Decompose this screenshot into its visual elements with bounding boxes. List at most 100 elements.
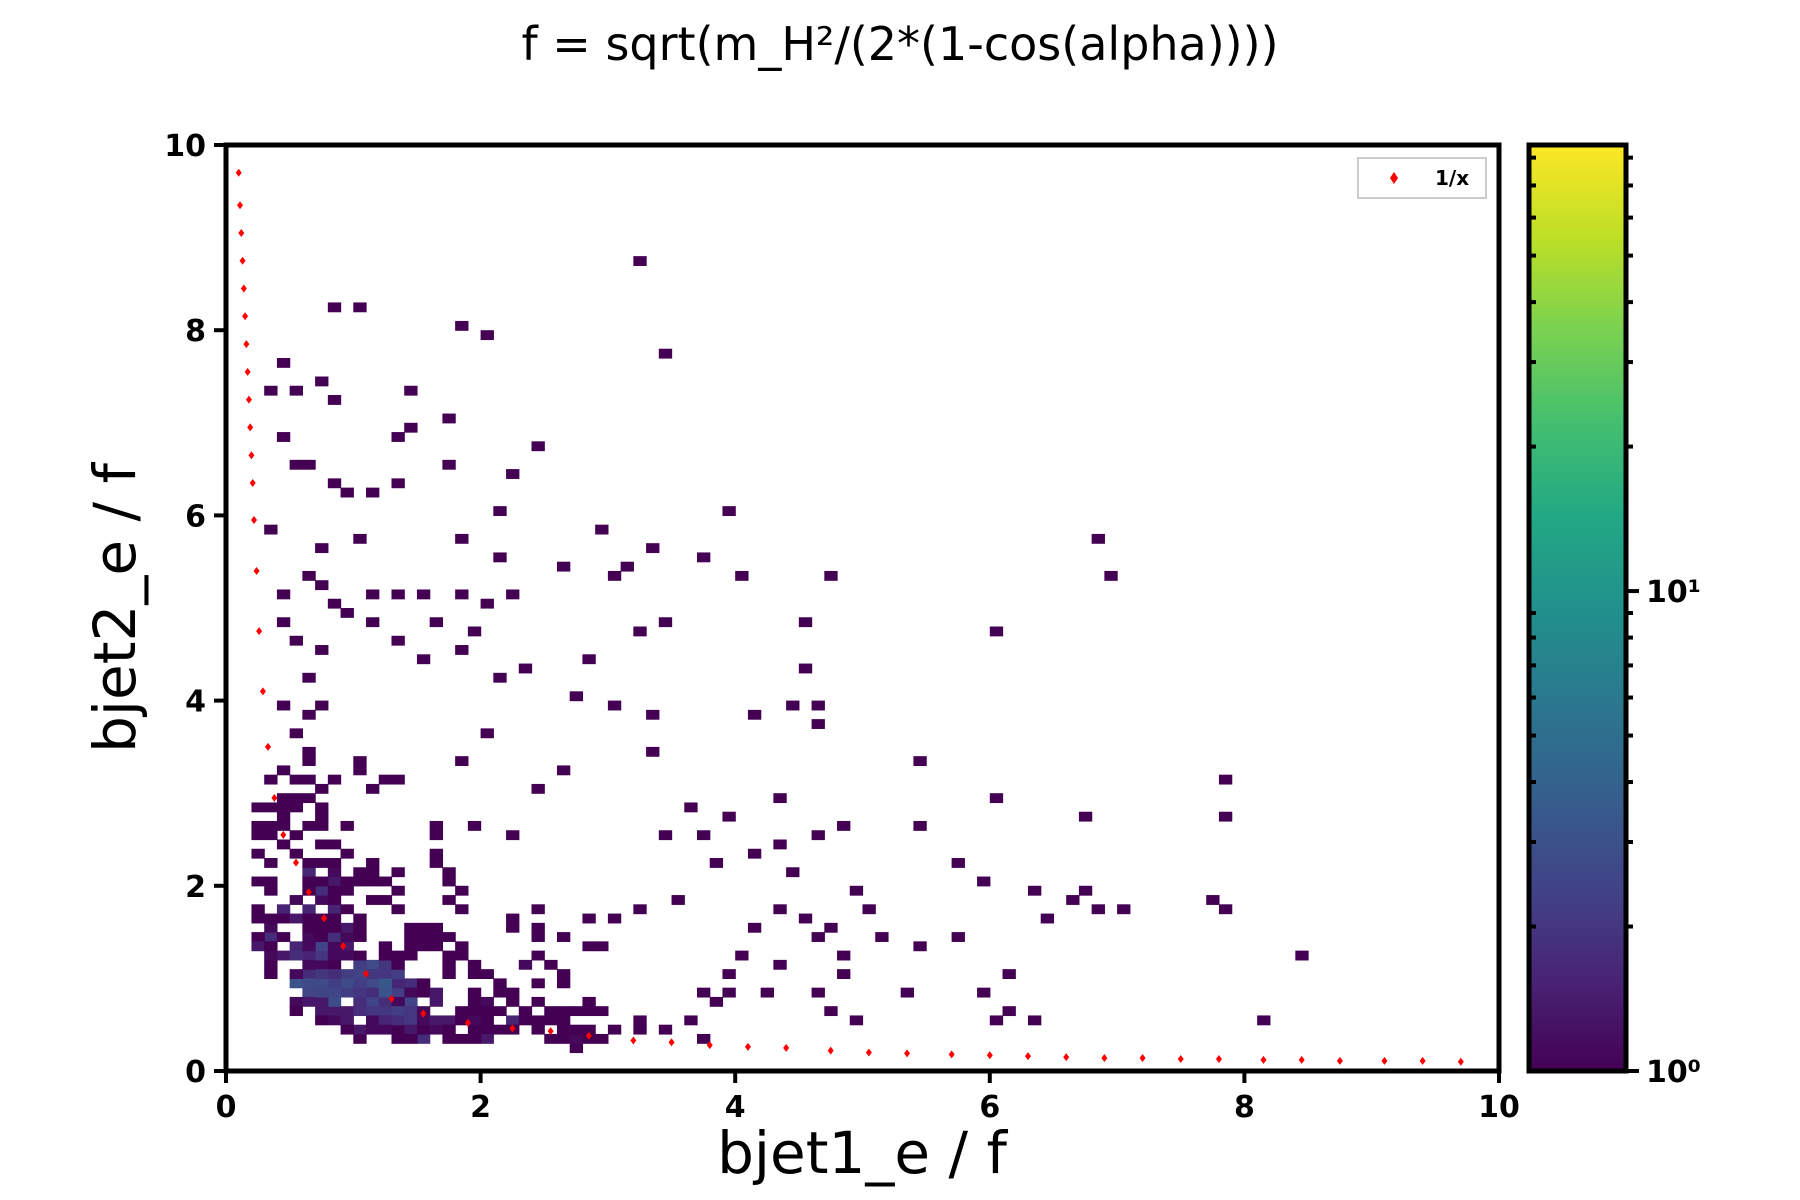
heatmap-cell	[340, 1006, 354, 1017]
heatmap-cell	[391, 978, 405, 989]
heatmap-cell	[353, 922, 367, 933]
heatmap-cell	[340, 950, 354, 961]
heatmap-cell	[289, 913, 303, 924]
heatmap-cell	[709, 996, 724, 1007]
heatmap-cell	[544, 959, 558, 970]
heatmap-cell	[327, 922, 342, 933]
heatmap-cell	[302, 709, 316, 720]
heatmap-cell	[315, 580, 329, 591]
heatmap-cell	[276, 700, 291, 711]
heatmap-cell	[302, 913, 316, 924]
heatmap-cell	[455, 320, 469, 331]
heatmap-cell	[824, 570, 838, 581]
heatmap-cell	[951, 858, 965, 868]
heatmap-cell	[315, 969, 329, 979]
heatmap-cell	[442, 1024, 456, 1035]
heatmap-cell	[315, 996, 329, 1007]
heatmap-cell	[302, 746, 316, 757]
heatmap-cell	[366, 867, 380, 878]
heatmap-cell	[353, 969, 367, 979]
heatmap-cell	[366, 1015, 380, 1026]
heatmap-cell	[506, 913, 520, 924]
curve-point	[243, 340, 250, 349]
heatmap-cell	[391, 904, 405, 915]
heatmap-cell	[493, 1024, 507, 1035]
heatmap-cell	[595, 941, 609, 952]
heatmap-cell	[378, 987, 393, 998]
curve-point	[1101, 1054, 1108, 1063]
curve-point	[271, 793, 278, 802]
heatmap-cell	[480, 1015, 494, 1026]
heatmap-cell	[378, 876, 393, 887]
heatmap-cell	[353, 950, 367, 961]
heatmap-cell	[556, 932, 571, 942]
heatmap-cell	[378, 1015, 393, 1026]
heatmap-cell	[556, 969, 571, 979]
heatmap-cell	[353, 867, 367, 878]
heatmap-cell	[773, 959, 787, 970]
curve-point	[249, 478, 256, 487]
heatmap-cell	[315, 941, 329, 952]
heatmap-cell	[366, 895, 380, 905]
heatmap-cell	[302, 876, 316, 887]
heatmap-cell	[442, 1033, 456, 1044]
heatmap-cell	[455, 1015, 469, 1026]
heatmap-cell	[378, 895, 393, 905]
heatmap-cell	[416, 1015, 431, 1026]
heatmap-cell	[506, 469, 520, 479]
heatmap-cell	[658, 348, 673, 359]
heatmap-cell	[493, 1006, 507, 1017]
heatmap-cell	[455, 756, 469, 767]
heatmap-cell	[378, 950, 393, 961]
heatmap-cell	[302, 969, 316, 979]
curve-point	[340, 941, 347, 950]
heatmap-cell	[264, 941, 278, 952]
curve-point	[321, 914, 328, 923]
heatmap-cell	[544, 1015, 558, 1026]
heatmap-cell	[289, 996, 303, 1007]
heatmap-cell	[366, 1024, 380, 1035]
heatmap-cell	[1218, 774, 1233, 785]
heatmap-cell	[658, 830, 673, 841]
heatmap-cell	[582, 654, 596, 665]
heatmap-cell	[722, 987, 736, 998]
heatmap-cell	[429, 1015, 444, 1026]
y-tick-label: 2	[185, 870, 206, 905]
heatmap-cell	[353, 1006, 367, 1017]
curve-point	[238, 228, 245, 237]
legend: 1/x	[1357, 157, 1487, 199]
heatmap-cell	[442, 950, 456, 961]
heatmap-cell	[544, 1033, 558, 1044]
heatmap-cell	[315, 895, 329, 905]
heatmap-cell	[493, 552, 507, 563]
legend-marker	[1390, 172, 1398, 184]
heatmap-cell	[327, 774, 342, 785]
curve-point	[420, 1009, 427, 1018]
heatmap-cell	[276, 820, 291, 831]
heatmap-cell	[1091, 533, 1105, 544]
heatmap-cell	[493, 978, 507, 989]
heatmap-cell	[467, 626, 482, 637]
heatmap-cell	[315, 932, 329, 942]
curve-point	[1419, 1056, 1426, 1065]
heatmap-cell	[646, 746, 660, 757]
heatmap-cell	[302, 570, 316, 581]
heatmap-cell	[315, 950, 329, 961]
x-tick-label: 2	[470, 1090, 491, 1125]
heatmap-cell	[391, 589, 405, 600]
heatmap-cell	[264, 820, 278, 831]
heatmap-cell	[353, 1024, 367, 1035]
curve-point	[237, 201, 244, 210]
heatmap-cell	[747, 922, 762, 933]
heatmap-cell	[276, 913, 291, 924]
heatmap-cell	[276, 904, 291, 915]
heatmap-cell	[467, 1006, 482, 1017]
curve-point	[239, 256, 246, 265]
heatmap-cell	[404, 932, 418, 942]
curve-point	[1215, 1054, 1222, 1063]
colorbar-ticks: 10⁰ 10¹	[1529, 155, 1701, 1090]
heatmap-cell	[251, 932, 265, 942]
heatmap-cell	[480, 1033, 494, 1044]
heatmap-cell	[735, 570, 749, 581]
